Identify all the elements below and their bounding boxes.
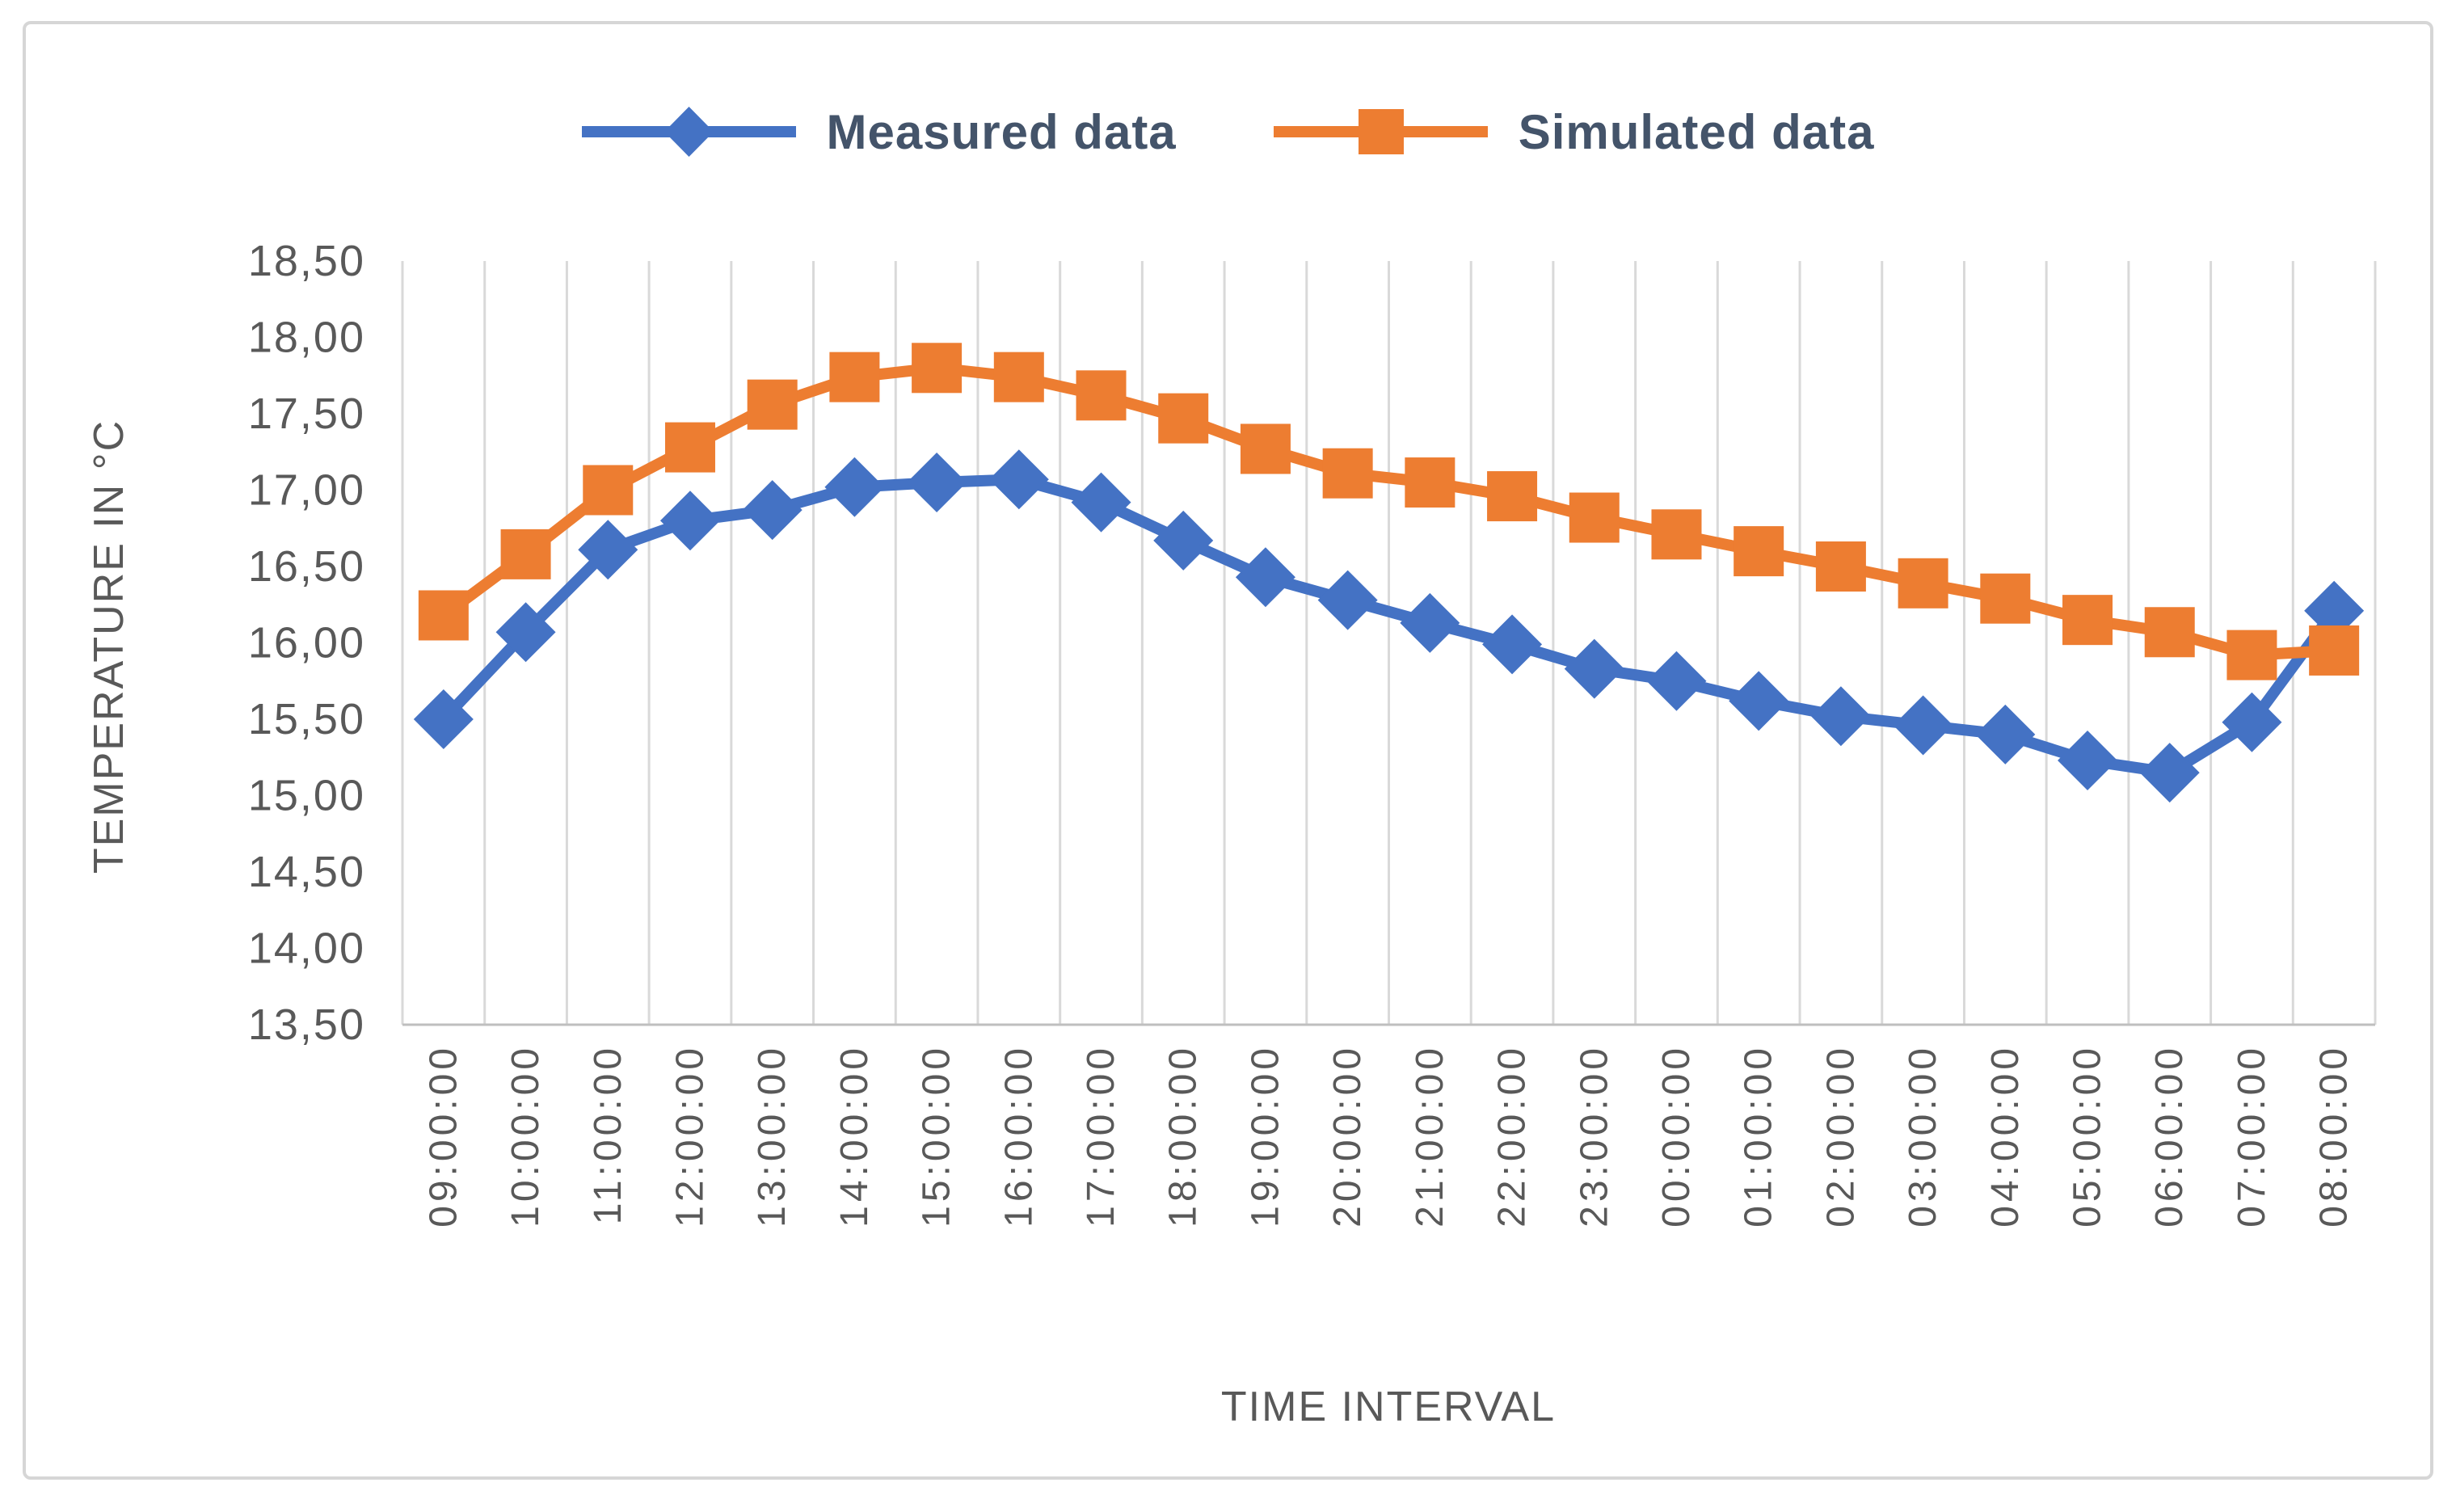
series-layer xyxy=(413,343,2365,803)
data-point-simulated-03:00:00 xyxy=(1898,558,1948,609)
data-point-simulated-02:00:00 xyxy=(1815,541,1866,592)
data-point-simulated-19:00:00 xyxy=(1240,423,1291,474)
data-point-simulated-21:00:00 xyxy=(1405,457,1455,508)
y-axis-title: TEMPERATURE IN °C xyxy=(86,419,133,874)
y-tick-label: 16,00 xyxy=(248,619,365,668)
data-point-measured-13:00:00 xyxy=(742,480,803,541)
data-point-simulated-18:00:00 xyxy=(1158,393,1209,444)
data-point-simulated-11:00:00 xyxy=(583,465,634,516)
x-tick-label: 20:00:00 xyxy=(1326,1044,1369,1228)
data-point-simulated-00:00:00 xyxy=(1651,509,1702,560)
x-axis-title: TIME INTERVAL xyxy=(1221,1384,1556,1430)
data-point-measured-17:00:00 xyxy=(1071,472,1131,533)
legend-item-simulated: Simulated data xyxy=(1273,95,1875,168)
x-tick-label: 15:00:00 xyxy=(916,1044,958,1228)
x-tick-label: 17:00:00 xyxy=(1080,1044,1123,1228)
x-tick-label: 06:00:00 xyxy=(2148,1044,2191,1228)
x-tick-label: 22:00:00 xyxy=(1491,1044,1534,1228)
data-point-simulated-15:00:00 xyxy=(912,343,963,394)
data-point-simulated-23:00:00 xyxy=(1569,492,1620,543)
y-tick-label: 18,00 xyxy=(248,314,365,362)
x-tick-label: 19:00:00 xyxy=(1244,1044,1287,1228)
data-point-measured-14:00:00 xyxy=(824,457,885,517)
x-tick-label: 03:00:00 xyxy=(1902,1044,1944,1228)
data-point-measured-09:00:00 xyxy=(413,689,474,749)
data-point-measured-01:00:00 xyxy=(1729,671,1789,731)
x-tick-label: 13:00:00 xyxy=(751,1044,794,1228)
data-point-measured-20:00:00 xyxy=(1317,570,1378,630)
x-tick-label: 07:00:00 xyxy=(2231,1044,2273,1228)
legend: Measured data Simulated data xyxy=(0,95,2456,168)
data-point-simulated-09:00:00 xyxy=(418,590,469,641)
y-tick-label: 15,50 xyxy=(248,695,365,743)
data-point-measured-18:00:00 xyxy=(1153,510,1214,571)
data-point-simulated-13:00:00 xyxy=(747,379,798,430)
data-point-simulated-17:00:00 xyxy=(1076,370,1127,421)
data-point-simulated-07:00:00 xyxy=(2226,630,2277,680)
data-point-measured-16:00:00 xyxy=(988,449,1049,510)
y-tick-label: 14,50 xyxy=(248,848,365,896)
x-tick-label: 12:00:00 xyxy=(668,1044,711,1228)
x-tick-label: 04:00:00 xyxy=(1984,1044,2027,1228)
data-point-simulated-10:00:00 xyxy=(500,529,551,579)
data-point-measured-11:00:00 xyxy=(578,520,638,580)
data-point-simulated-14:00:00 xyxy=(829,352,880,402)
legend-label: Measured data xyxy=(826,104,1177,159)
y-tick-label: 14,00 xyxy=(248,924,365,973)
data-point-measured-21:00:00 xyxy=(1400,592,1460,653)
data-point-simulated-12:00:00 xyxy=(664,422,715,473)
data-point-simulated-06:00:00 xyxy=(2144,607,2195,658)
y-tick-label: 13,50 xyxy=(248,1000,365,1049)
y-tick-label: 15,00 xyxy=(248,772,365,820)
x-tick-label: 01:00:00 xyxy=(1738,1044,1780,1228)
x-tick-label: 14:00:00 xyxy=(833,1044,876,1228)
data-point-simulated-04:00:00 xyxy=(1980,573,2031,624)
x-tick-label: 00:00:00 xyxy=(1655,1044,1698,1228)
y-tick-label: 17,50 xyxy=(248,390,365,438)
y-axis-tick-labels: 13,50 14,00 14,50 15,00 15,50 16,00 16,50 17,00… xyxy=(248,237,365,1049)
x-tick-label: 23:00:00 xyxy=(1573,1044,1616,1228)
x-tick-label: 08:00:00 xyxy=(2313,1044,2356,1228)
data-point-simulated-05:00:00 xyxy=(2062,595,2113,646)
diamond-marker-swatch-icon xyxy=(581,107,796,157)
x-tick-label: 21:00:00 xyxy=(1409,1044,1451,1228)
x-tick-label: 02:00:00 xyxy=(1819,1044,1862,1228)
data-point-measured-04:00:00 xyxy=(1975,704,2036,764)
data-point-measured-03:00:00 xyxy=(1893,695,1953,756)
data-point-simulated-08:00:00 xyxy=(2309,625,2360,676)
data-point-measured-22:00:00 xyxy=(1482,614,1543,675)
legend-item-measured: Measured data xyxy=(581,95,1177,168)
x-tick-label: 16:00:00 xyxy=(997,1044,1040,1228)
x-tick-label: 09:00:00 xyxy=(422,1044,465,1228)
data-point-simulated-20:00:00 xyxy=(1322,448,1373,499)
legend-label: Simulated data xyxy=(1518,104,1875,159)
x-tick-label: 11:00:00 xyxy=(587,1044,630,1224)
data-point-simulated-22:00:00 xyxy=(1487,471,1538,522)
data-point-measured-05:00:00 xyxy=(2058,731,2118,791)
gridlines xyxy=(401,261,2377,1025)
data-point-measured-06:00:00 xyxy=(2139,743,2200,803)
data-point-measured-00:00:00 xyxy=(1646,651,1707,711)
data-point-measured-12:00:00 xyxy=(659,491,720,551)
data-point-measured-15:00:00 xyxy=(907,453,967,513)
x-tick-label: 10:00:00 xyxy=(504,1044,547,1228)
data-point-measured-02:00:00 xyxy=(1810,686,1871,747)
x-tick-label: 05:00:00 xyxy=(2066,1044,2109,1228)
data-point-simulated-16:00:00 xyxy=(993,352,1044,402)
data-point-measured-23:00:00 xyxy=(1564,638,1624,699)
y-tick-label: 17,00 xyxy=(248,466,365,515)
x-tick-label: 18:00:00 xyxy=(1162,1044,1205,1228)
y-tick-label: 16,50 xyxy=(248,542,365,591)
x-axis-tick-labels: 09:00:00 10:00:00 11:00:00 12:00:00 13:00:00… xyxy=(422,1044,2355,1228)
y-tick-label: 18,50 xyxy=(248,237,365,285)
data-point-measured-10:00:00 xyxy=(495,602,556,663)
data-point-measured-07:00:00 xyxy=(2222,692,2282,752)
square-marker-swatch-icon xyxy=(1273,109,1488,154)
data-point-simulated-01:00:00 xyxy=(1734,526,1784,577)
data-point-measured-19:00:00 xyxy=(1235,547,1295,608)
